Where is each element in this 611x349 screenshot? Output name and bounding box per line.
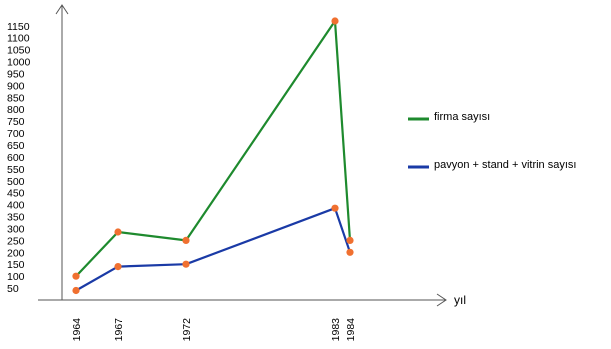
y-tick-label: 700	[7, 128, 25, 140]
y-tick-label: 750	[7, 116, 25, 128]
data-markers	[72, 17, 354, 295]
series-lines	[75, 19, 352, 292]
y-tick-label: 1150	[7, 21, 30, 33]
series-line-1	[75, 19, 352, 277]
y-tick-label: 500	[7, 176, 25, 188]
y-tick-label: 800	[7, 104, 25, 116]
y-tick-label: 850	[7, 92, 25, 104]
x-tick-label: 1983	[330, 318, 342, 342]
data-point	[182, 236, 190, 244]
x-axis-label: yıl	[454, 293, 466, 307]
y-tick-label: 50	[7, 283, 19, 295]
data-point	[346, 236, 354, 244]
data-point	[72, 272, 80, 280]
y-tick-label: 150	[7, 259, 25, 271]
y-tick-label: 900	[7, 80, 25, 92]
legend: firma sayısı pavyon + stand + vitrin sayı…	[408, 111, 576, 171]
data-point	[72, 286, 80, 295]
legend-label-2: pavyon + stand + vitrin sayısı	[434, 159, 576, 171]
data-point	[114, 263, 122, 271]
x-tick-label: 1964	[71, 318, 83, 342]
legend-label-1: firma sayısı	[434, 111, 490, 123]
y-tick-labels: 5010015020025030035040045050055060065070…	[7, 21, 31, 295]
y-tick-label: 450	[7, 188, 25, 200]
x-tick-label: 1972	[181, 318, 193, 342]
y-tick-label: 1000	[7, 57, 31, 69]
y-tick-label: 550	[7, 164, 25, 176]
y-tick-label: 300	[7, 224, 25, 236]
y-tick-label: 1050	[7, 45, 31, 57]
x-tick-label: 1967	[113, 318, 125, 342]
x-tick-label: 1984	[345, 318, 357, 342]
y-axis-arrow	[55, 4, 69, 15]
data-point	[114, 228, 122, 236]
y-tick-label: 600	[7, 152, 25, 164]
x-tick-labels: 1964 1967 1972 1983 1984	[71, 318, 357, 342]
y-tick-label: 200	[7, 247, 25, 259]
y-tick-label: 100	[7, 271, 25, 283]
data-point	[331, 204, 339, 212]
x-axis-arrow	[436, 293, 447, 307]
data-point	[331, 17, 339, 25]
y-tick-label: 400	[7, 200, 25, 212]
y-tick-label: 650	[7, 140, 25, 152]
y-tick-label: 250	[7, 235, 25, 247]
y-tick-label: 950	[7, 69, 25, 81]
axes: yıl	[38, 4, 466, 307]
series-line-2	[75, 207, 352, 292]
y-tick-label: 1100	[7, 33, 30, 45]
y-tick-label: 350	[7, 212, 25, 224]
data-point	[346, 248, 354, 256]
data-point	[182, 260, 190, 268]
